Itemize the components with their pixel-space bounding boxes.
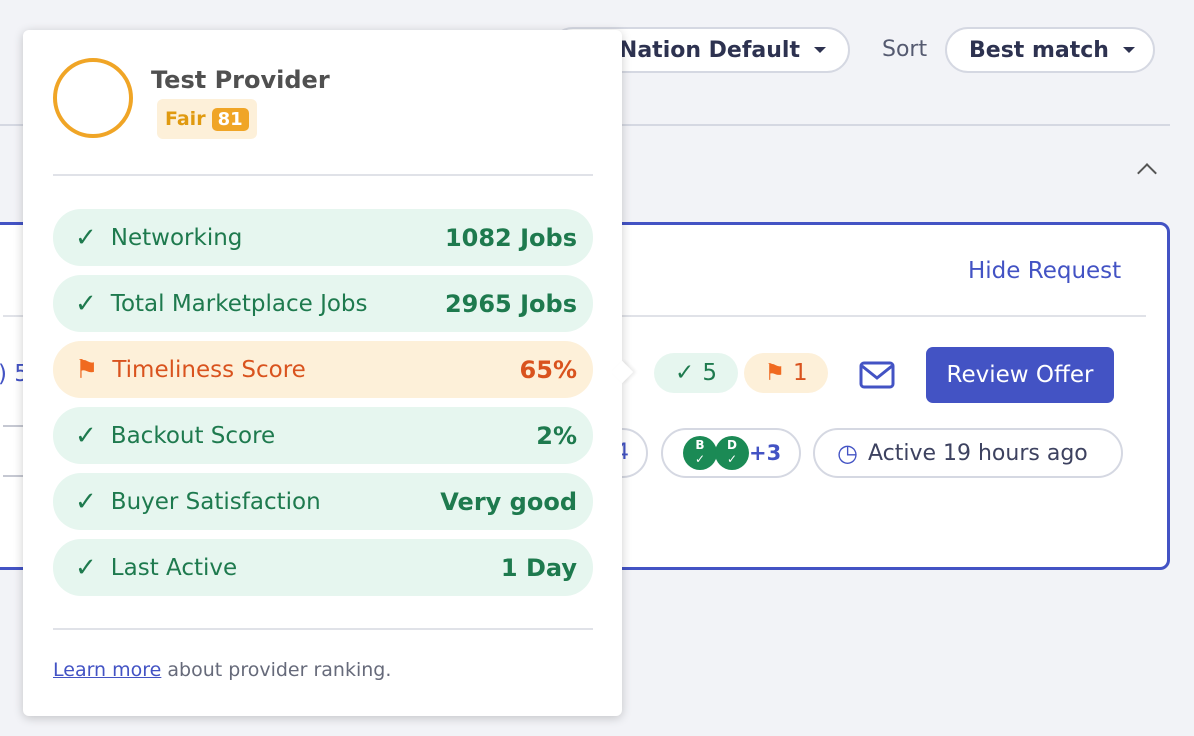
- check-icon: ✓: [75, 288, 97, 319]
- chevron-down-icon: [1122, 47, 1135, 53]
- metric-value: 2965 Jobs: [444, 289, 577, 318]
- badge-b-icon: B ✓: [683, 436, 717, 470]
- flag-badge: ⚑ 1: [744, 353, 828, 393]
- metric-label: Buyer Satisfaction: [110, 488, 321, 515]
- check-icon: ✓: [75, 486, 97, 517]
- metric-value: Very good: [440, 487, 577, 516]
- flag-icon: ⚑: [764, 360, 785, 386]
- mail-icon[interactable]: [859, 361, 895, 389]
- metric-value: 2%: [536, 421, 577, 450]
- sort-dropdown[interactable]: Best match: [945, 27, 1155, 73]
- metric-value: 1082 Jobs: [444, 223, 577, 252]
- sort-label: Sort: [882, 37, 928, 62]
- metric-row: ✓ Networking 1082 Jobs: [53, 209, 593, 266]
- check-icon: ✓: [75, 552, 97, 583]
- approved-badge: ✓ 5: [654, 353, 738, 393]
- divider: [53, 628, 593, 630]
- divider: [53, 174, 593, 176]
- rating-score: 81: [211, 107, 249, 131]
- metric-label: Last Active: [110, 554, 238, 581]
- check-icon: ✓: [75, 420, 97, 451]
- field-fragment[interactable]: [3, 425, 33, 477]
- badges-chip[interactable]: B ✓ D ✓ +3: [661, 428, 801, 478]
- flag-icon: ⚑: [75, 354, 99, 385]
- metric-label: Timeliness Score: [112, 356, 306, 383]
- learn-more-link[interactable]: Learn more: [53, 659, 162, 681]
- badges-more: +3: [749, 441, 782, 465]
- active-chip: ◷ Active 19 hours ago: [813, 428, 1123, 478]
- learn-more-text: Learn more about provider ranking.: [53, 659, 392, 681]
- provider-name: Test Provider: [151, 66, 330, 94]
- badge-d-icon: D ✓: [715, 436, 749, 470]
- metric-row: ✓ Last Active 1 Day: [53, 539, 593, 596]
- review-offer-button[interactable]: Review Offer: [926, 347, 1114, 403]
- metric-value: 1 Day: [500, 553, 577, 582]
- metric-row: ✓ Total Marketplace Jobs 2965 Jobs: [53, 275, 593, 332]
- sort-value: Best match: [969, 37, 1109, 63]
- metric-row: ⚑ Timeliness Score 65%: [53, 341, 593, 398]
- provider-popover: Test Provider Fair 81 ✓ Networking 1082 Jo…: [23, 30, 634, 716]
- check-icon: ✓: [75, 222, 97, 253]
- metric-value: 65%: [519, 355, 577, 384]
- chevron-down-icon: [814, 47, 826, 53]
- rating-badge: Fair 81: [157, 99, 257, 139]
- chevron-up-icon[interactable]: [1137, 163, 1157, 183]
- filter-value: Nation Default: [618, 37, 800, 63]
- metric-row: ✓ Buyer Satisfaction Very good: [53, 473, 593, 530]
- metric-label: Networking: [110, 224, 243, 251]
- clock-refresh-icon: ◷: [837, 439, 858, 467]
- metric-label: Total Marketplace Jobs: [110, 290, 368, 317]
- avatar: [53, 58, 133, 138]
- hide-request-link[interactable]: Hide Request: [968, 258, 1122, 284]
- check-icon: ✓: [675, 360, 695, 386]
- metric-label: Backout Score: [110, 422, 276, 449]
- metric-row: ✓ Backout Score 2%: [53, 407, 593, 464]
